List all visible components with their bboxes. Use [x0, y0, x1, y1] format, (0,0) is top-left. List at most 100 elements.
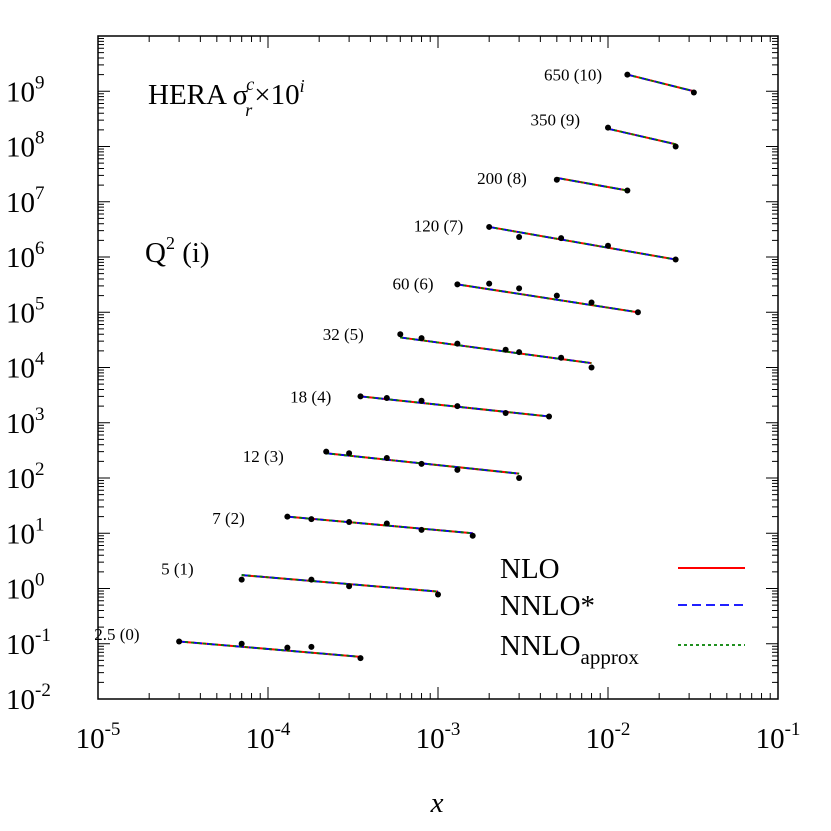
- group-label-1: 5 (1): [161, 560, 194, 579]
- y-tick-label: 106: [6, 238, 45, 274]
- data-point-7: [672, 256, 679, 263]
- y-tick-label: 109: [6, 72, 45, 108]
- group-label-3: 12 (3): [243, 447, 284, 466]
- y-tick-label: 108: [6, 128, 45, 164]
- group-label-0: 2.5 (0): [94, 625, 139, 644]
- data-point-6: [634, 309, 641, 316]
- data-point-6: [516, 285, 523, 292]
- group-label-10: 650 (10): [544, 66, 602, 85]
- data-point-3: [454, 466, 461, 473]
- data-point-7: [558, 235, 565, 242]
- theory-curves: [179, 73, 695, 658]
- legend-label: NNLOapprox: [500, 630, 639, 669]
- x-tick-label: 10-4: [246, 719, 291, 755]
- curve-nnlostar-8: [556, 177, 628, 192]
- data-point-2: [308, 516, 315, 523]
- data-point-5: [418, 335, 425, 342]
- y-tick-label: 104: [6, 349, 45, 385]
- y-tick-label: 10-2: [6, 680, 51, 716]
- q2-annotation: Q2 (i): [145, 233, 210, 269]
- data-point-6: [588, 299, 595, 306]
- data-point-6: [454, 281, 461, 288]
- axis-ticks: [97, 36, 778, 700]
- group-label-7: 120 (7): [414, 217, 464, 236]
- data-point-9: [605, 124, 611, 131]
- data-point-5: [454, 340, 461, 347]
- data-point-7: [516, 234, 523, 241]
- legend-label: NLO: [500, 553, 560, 585]
- x-tick-label: 10-5: [76, 719, 121, 755]
- data-point-5: [558, 354, 565, 361]
- curve-nnlo-1: [241, 574, 439, 593]
- data-point-2: [469, 532, 476, 539]
- data-point-3: [346, 450, 353, 457]
- y-tick-label: 100: [6, 570, 45, 606]
- data-point-4: [357, 393, 364, 400]
- legend: NLO NNLO* NNLOapprox: [500, 553, 745, 669]
- group-label-9: 350 (9): [530, 110, 580, 129]
- data-points: [176, 71, 697, 662]
- curve-nnlo-5: [400, 336, 592, 365]
- y-tick-label: 105: [6, 293, 45, 329]
- x-axis-label: x: [430, 787, 444, 819]
- data-point-6: [553, 292, 560, 299]
- curve-nnlostar-9: [607, 127, 676, 146]
- data-point-3: [323, 448, 330, 455]
- data-point-7: [486, 223, 493, 230]
- x-tick-label: 10-2: [586, 719, 631, 755]
- data-point-1: [238, 576, 245, 583]
- group-labels: 2.5 (0) 5 (1) 7 (2) 12 (3) 18 (4) 32 (5) 60 (6…: [94, 66, 602, 644]
- y-tick-label: 102: [6, 459, 45, 495]
- y-tick-label: 103: [6, 404, 45, 440]
- data-point-4: [502, 410, 509, 417]
- data-point-2: [346, 518, 353, 525]
- data-point-1: [435, 591, 441, 598]
- data-point-8: [553, 176, 560, 183]
- data-point-10: [624, 71, 631, 78]
- data-point-3: [418, 460, 425, 467]
- data-point-1: [346, 583, 353, 590]
- y-tick-label: 101: [6, 514, 45, 550]
- data-point-8: [624, 187, 631, 194]
- data-point-0: [176, 638, 183, 645]
- plot-frame: [97, 35, 779, 700]
- data-point-5: [516, 349, 523, 356]
- data-point-1: [308, 576, 315, 583]
- data-point-6: [486, 280, 493, 287]
- group-label-8: 200 (8): [477, 169, 527, 188]
- data-point-4: [546, 413, 553, 420]
- data-point-3: [516, 475, 523, 481]
- y-tick-label: 10-1: [6, 625, 51, 661]
- data-point-4: [383, 395, 390, 402]
- legend-label: NNLO*: [500, 590, 595, 622]
- data-point-2: [383, 520, 390, 527]
- group-label-2: 7 (2): [212, 509, 245, 528]
- data-point-7: [605, 242, 611, 249]
- data-point-0: [308, 643, 315, 650]
- curve-nnlostar-10: [627, 73, 695, 93]
- data-point-5: [588, 364, 595, 371]
- curve-nnlo-7: [489, 226, 676, 261]
- data-point-4: [418, 397, 425, 404]
- curve-nnlo-0: [179, 640, 361, 658]
- data-point-0: [284, 644, 291, 651]
- group-label-5: 32 (5): [323, 325, 364, 344]
- curve-nnlo-6: [457, 283, 639, 314]
- y-tick-label: 107: [6, 183, 45, 219]
- data-point-4: [454, 403, 461, 410]
- x-tick-label: 10-1: [756, 719, 801, 755]
- x-tick-labels: 10-5 10-4 10-3 10-2 10-1: [76, 719, 801, 755]
- data-point-3: [383, 455, 390, 462]
- group-label-6: 60 (6): [393, 275, 434, 294]
- group-label-4: 18 (4): [290, 387, 331, 406]
- data-point-2: [418, 526, 425, 533]
- data-point-5: [397, 331, 404, 338]
- curve-nnlo-4: [360, 395, 550, 418]
- curve-nnlo-2: [287, 515, 473, 535]
- y-tick-labels: 10-2 10-1 100 101 102 103 104 105 106 107 108 109: [6, 72, 51, 716]
- data-point-9: [672, 143, 679, 150]
- data-point-2: [284, 513, 291, 520]
- data-point-10: [690, 89, 697, 96]
- chart-title: HERA σc r×10i: [148, 74, 305, 120]
